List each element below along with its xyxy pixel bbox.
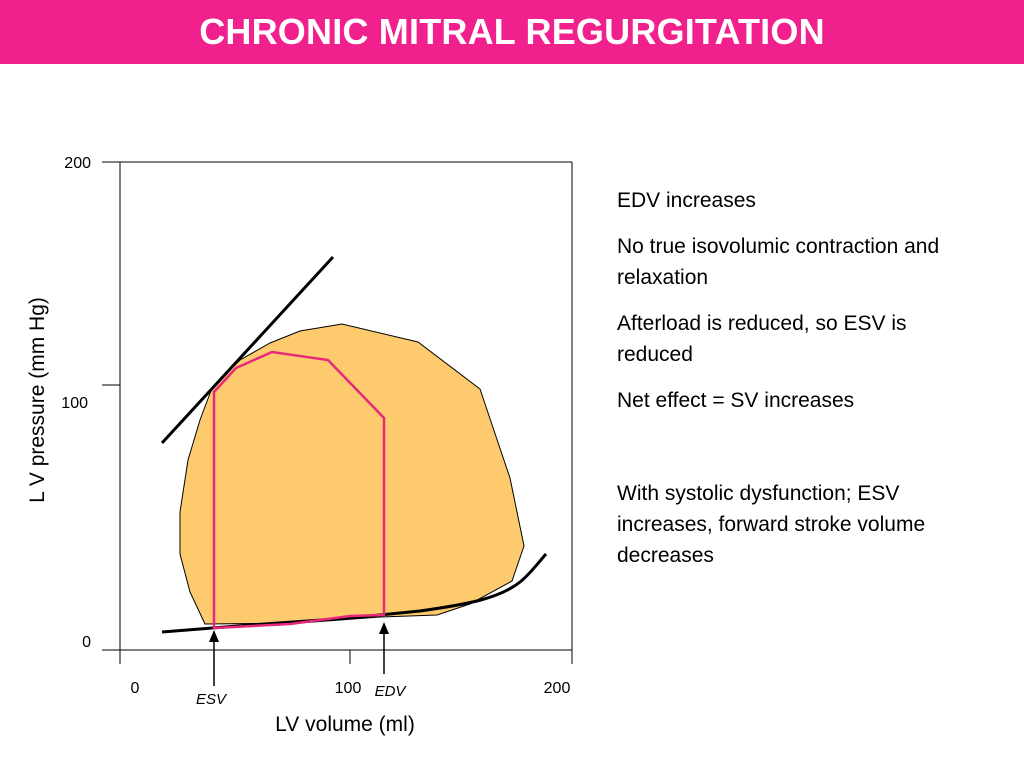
notes-panel: EDV increases No true isovolumic contrac… [617, 185, 987, 586]
esv-label: ESV [196, 691, 228, 708]
end-diastolic-pressure-curve [161, 553, 548, 634]
edv-label: EDV [375, 683, 408, 700]
y-tick-label-200: 200 [64, 155, 91, 172]
x-axis-title: LV volume (ml) [275, 713, 415, 736]
note-isovolumic: No true isovolumic contraction and relax… [617, 235, 940, 289]
plot-frame [102, 161, 573, 664]
x-tick-label-100: 100 [335, 680, 362, 697]
y-axis-title: L V pressure (mm Hg) [26, 297, 49, 503]
edv-marker-arrow [379, 622, 389, 674]
note-systolic-dysfunction: With systolic dysfunction; ESV increases… [617, 482, 926, 567]
note-afterload: Afterload is reduced, so ESV is reduced [617, 312, 907, 366]
note-net-effect: Net effect = SV increases [617, 389, 855, 412]
y-tick-label-100: 100 [61, 395, 88, 412]
slide-title: CHRONIC MITRAL REGURGITATION [199, 11, 825, 52]
normal-pv-loop [179, 323, 525, 625]
y-tick-label-0: 0 [82, 634, 91, 651]
x-tick-label-0: 0 [131, 680, 140, 697]
x-tick-label-200: 200 [544, 680, 571, 697]
end-systolic-pressure-line [160, 255, 335, 445]
title-bar: CHRONIC MITRAL REGURGITATION [0, 0, 1024, 64]
note-edv-increases: EDV increases [617, 189, 756, 212]
mitral-regurgitation-pv-loop [212, 350, 386, 630]
esv-marker-arrow [209, 630, 219, 686]
